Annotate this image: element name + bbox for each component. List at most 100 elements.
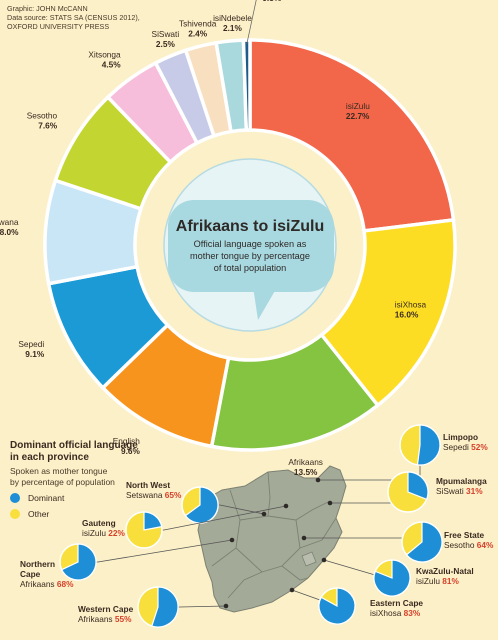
- label-line: English: [113, 436, 141, 446]
- donut-slice: [241, 38, 252, 132]
- map-outline: [197, 465, 347, 613]
- label-segment: Free State: [444, 530, 485, 540]
- label-segment: 55%: [115, 614, 132, 624]
- label-line: 16.0%: [395, 309, 419, 319]
- label-segment: 2.5%: [156, 39, 176, 49]
- legend-label: Dominant: [28, 493, 65, 503]
- label-segment: SiSwati: [436, 486, 466, 496]
- donut-chart: [43, 38, 457, 452]
- label-segment: Western Cape: [78, 604, 134, 614]
- legend-sub-line: Spoken as mother tongue: [10, 466, 108, 476]
- province-border: [227, 519, 301, 599]
- label-segment: 8.0%: [0, 227, 19, 237]
- leader-line: [246, 0, 257, 45]
- lesotho-outline: [301, 551, 317, 567]
- province-pie-dominant: [318, 587, 356, 625]
- label-segment: Sesotho: [444, 540, 477, 550]
- label-segment: Northern: [20, 559, 55, 569]
- label-segment: 83%: [404, 608, 421, 618]
- label-line: isiZulu 22%: [82, 528, 126, 538]
- label-line: North West: [126, 480, 170, 490]
- legend-label: Other: [28, 509, 50, 519]
- donut-slice: [248, 38, 456, 233]
- label-line: SiSwati: [152, 29, 180, 39]
- province-pies: Limpopo Sepedi 52% Mpumalanga SiSwati 31% Fr…: [20, 424, 494, 628]
- label-segment: 2.1%: [223, 23, 243, 33]
- label-segment: 65%: [165, 490, 182, 500]
- label-line: 2.5%: [156, 39, 176, 49]
- legend-sub-line: by percentage of population: [10, 476, 115, 487]
- other-swatch: [10, 509, 20, 519]
- label-line: Limpopo: [443, 432, 478, 442]
- province-marker: [261, 511, 267, 517]
- label-line: 22.7%: [346, 111, 370, 121]
- legend-title-line: in each province: [10, 452, 89, 463]
- label-line: SiSwati 31%: [436, 486, 483, 496]
- province-label: Northern Cape Afrikaans 68%: [20, 559, 74, 589]
- label-line: 2.4%: [188, 28, 208, 38]
- label-segment: 0.5%: [262, 0, 282, 3]
- province-marker: [283, 503, 289, 509]
- province-label: Mpumalanga SiSwati 31%: [436, 476, 487, 496]
- label-segment: Mpumalanga: [436, 476, 487, 486]
- donut-slice-label: Setswana8.0%: [0, 217, 19, 237]
- label-segment: 68%: [57, 579, 74, 589]
- label-segment: Afrikaans: [20, 579, 57, 589]
- province-label: KwaZulu-Natal isiZulu 81%: [416, 566, 474, 586]
- label-segment: 4.5%: [102, 60, 122, 70]
- label-segment: Eastern Cape: [370, 598, 423, 608]
- label-line: 8.0%: [0, 227, 19, 237]
- center-title: Afrikaans to isiZulu: [176, 218, 324, 235]
- province-marker: [321, 557, 327, 563]
- label-line: Sesotho: [27, 110, 58, 120]
- donut-slice-label: Afrikaans 13.5%: [288, 457, 323, 477]
- province-pie-dominant: [407, 471, 429, 501]
- label-line: Setswana 65%: [126, 490, 182, 500]
- label-line: 13.5%: [294, 467, 318, 477]
- province-border: [211, 489, 241, 567]
- label-segment: 64%: [477, 540, 494, 550]
- label-segment: isiZulu: [416, 576, 442, 586]
- province-marker: [289, 587, 295, 593]
- donut-slice-label: Other (non-officiallanguages)0.5%: [262, 0, 328, 3]
- label-segment: 31%: [466, 486, 483, 496]
- label-line: 4.5%: [102, 60, 122, 70]
- label-segment: 22.7%: [346, 111, 370, 121]
- donut-slice-label: isiZulu 22.7%: [346, 101, 370, 121]
- donut-slice-label: isiNdebele 2.1%: [213, 13, 252, 33]
- province-label: Free State Sesotho 64%: [444, 530, 494, 550]
- label-line: Setswana: [0, 217, 19, 227]
- label-segment: Gauteng: [82, 518, 116, 528]
- label-line: 7.6%: [38, 120, 58, 130]
- legend-item-dominant: Dominant: [10, 493, 150, 503]
- label-segment: Setswana: [126, 490, 165, 500]
- label-line: Northern: [20, 559, 55, 569]
- credit-line: Data source: STATS SA (CENSUS 2012),: [7, 13, 140, 22]
- label-segment: Cape: [20, 569, 41, 579]
- province-label: Gauteng isiZulu 22%: [82, 518, 126, 538]
- province-pie-dominant: [405, 521, 443, 563]
- label-line: Western Cape: [78, 604, 134, 614]
- label-segment: Afrikaans: [78, 614, 115, 624]
- label-segment: 13.5%: [294, 467, 318, 477]
- center-subtitle-line: mother tongue by percentage: [190, 251, 310, 261]
- label-line: Tshivenda: [179, 18, 217, 28]
- label-line: 0.5%: [262, 0, 282, 3]
- label-line: Free State: [444, 530, 485, 540]
- center-subtitle-line: Official language spoken as: [194, 239, 307, 249]
- donut-slice-label: Sesotho 7.6%: [27, 110, 58, 130]
- province-pie-dominant: [373, 559, 411, 597]
- label-line: Afrikaans: [288, 457, 323, 467]
- bubble-body: [168, 200, 334, 292]
- credit-line: Graphic: JOHN McCANN: [7, 4, 88, 13]
- label-segment: KwaZulu-Natal: [416, 566, 474, 576]
- province-marker: [301, 535, 307, 541]
- legend-item-other: Other: [10, 509, 150, 519]
- province-label: Limpopo Sepedi 52%: [443, 432, 488, 452]
- label-line: isiZulu 81%: [416, 576, 460, 586]
- label-line: isiNdebele: [213, 13, 252, 23]
- label-segment: North West: [126, 480, 170, 490]
- credits: Graphic: JOHN McCANN Data source: STATS …: [7, 4, 140, 31]
- label-segment: 22%: [108, 528, 125, 538]
